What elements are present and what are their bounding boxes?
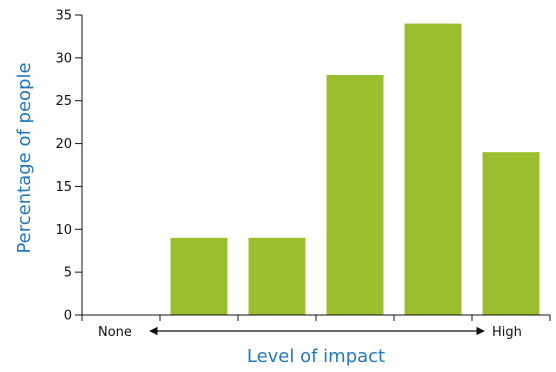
x-axis <box>81 314 551 321</box>
bars <box>170 23 540 315</box>
bar-6 <box>482 152 540 315</box>
bar-3 <box>248 237 306 315</box>
y-tick-label: 0 <box>64 309 72 324</box>
y-tick-label: 25 <box>55 94 72 109</box>
bar-4 <box>326 75 384 315</box>
scale-high-label: High <box>492 325 522 340</box>
y-tick-label: 10 <box>55 223 72 238</box>
y-tick-label: 15 <box>55 180 72 195</box>
scale-low-label: None <box>98 325 132 340</box>
y-axis-title: Percentage of people <box>14 62 35 253</box>
y-axis: 0 5 10 15 20 25 30 35 <box>55 9 83 324</box>
y-tick-label: 30 <box>55 51 72 66</box>
y-tick-label: 35 <box>55 9 72 24</box>
y-tick-label: 20 <box>55 137 72 152</box>
y-tick-label: 5 <box>64 266 72 281</box>
x-axis-title: Level of impact <box>247 346 385 367</box>
bar-5 <box>404 23 462 315</box>
bar-2 <box>170 237 228 315</box>
